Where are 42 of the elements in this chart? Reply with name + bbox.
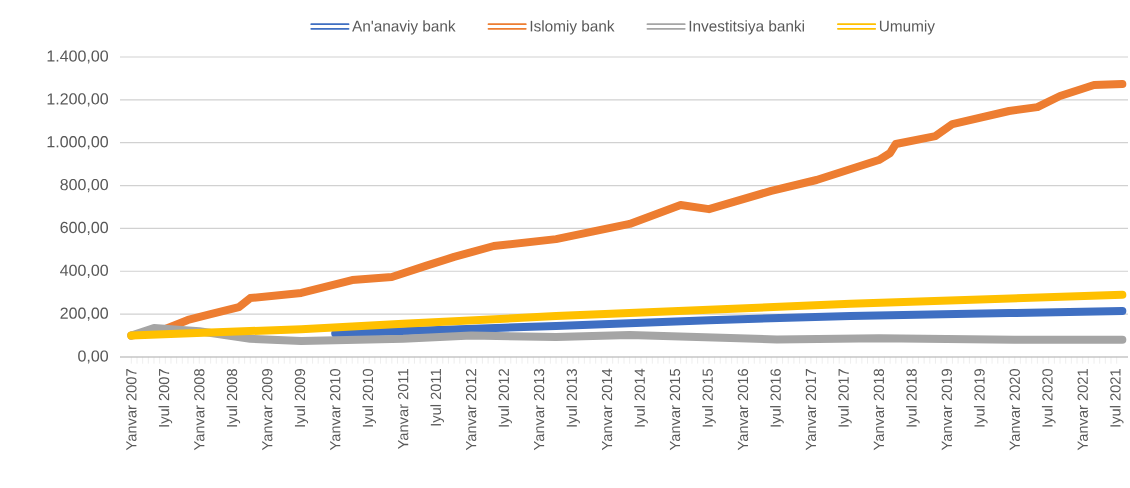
x-tick-label: Yanvar 2013: [533, 369, 545, 451]
x-tick-label: Yanvar 2014: [601, 368, 613, 451]
x-tick-label: Iyul 2008: [226, 369, 241, 427]
x-tick-label: Yanvar 2008: [194, 369, 205, 451]
x-tick-label: Iyul 2021: [1109, 369, 1124, 427]
legend-label: Islomiy bank: [530, 20, 615, 35]
y-tick-label: 200,00: [60, 307, 109, 321]
x-tick-label: Yanvar 2020: [1009, 368, 1020, 451]
x-tick-label: Iyul 2007: [158, 369, 173, 427]
x-tick-label: Iyul 2014: [634, 368, 648, 427]
x-tick-label: Yanvar 2019: [941, 369, 952, 451]
x-tick-label: Yanvar 2007: [126, 369, 137, 451]
legend-label: Umumiy: [879, 20, 935, 35]
x-tick-label: Yanvar 2021: [1077, 369, 1088, 451]
x-tick-label: Iyul 2013: [566, 369, 580, 427]
legend-label: Investitsiya banki: [689, 20, 804, 35]
y-tick-label: 1.400,00: [47, 50, 109, 64]
x-tick-label: Iyul 2012: [498, 369, 512, 427]
x-tick-label: Iyul 2017: [838, 369, 852, 427]
x-tick-label: Iyul 2019: [973, 369, 988, 427]
x-tick-label: Iyul 2015: [702, 369, 716, 427]
y-tick-label: 400,00: [60, 264, 109, 278]
x-tick-label: Yanvar 2011: [397, 369, 409, 450]
y-tick-label: 800,00: [60, 178, 109, 193]
y-tick-label: 1.200,00: [47, 93, 109, 107]
x-tick-label: Iyul 2010: [362, 368, 376, 427]
legend-label: An'anaviy bank: [352, 20, 456, 35]
x-tick-label: Yanvar 2009: [262, 369, 273, 451]
y-tick-label: 1.000,00: [47, 136, 109, 150]
x-tick-label: Iyul 2018: [905, 369, 920, 427]
x-tick-label: Yanvar 2010: [330, 368, 341, 451]
x-tick-label: Yanvar 2016: [737, 369, 749, 451]
x-tick-label: Iyul 2020: [1041, 368, 1056, 427]
y-tick-label: 0,00: [78, 350, 109, 364]
x-tick-label: Yanvar 2012: [465, 369, 477, 451]
x-tick-label: Yanvar 2017: [805, 369, 817, 451]
x-tick-label: Iyul 2016: [770, 369, 784, 427]
x-tick-label: Iyul 2009: [294, 369, 309, 427]
x-tick-label: Yanvar 2015: [669, 369, 681, 451]
x-tick-label: Yanvar 2018: [873, 369, 885, 451]
x-tick-label: Iyul 2011: [430, 369, 444, 426]
y-tick-label: 600,00: [60, 221, 109, 236]
